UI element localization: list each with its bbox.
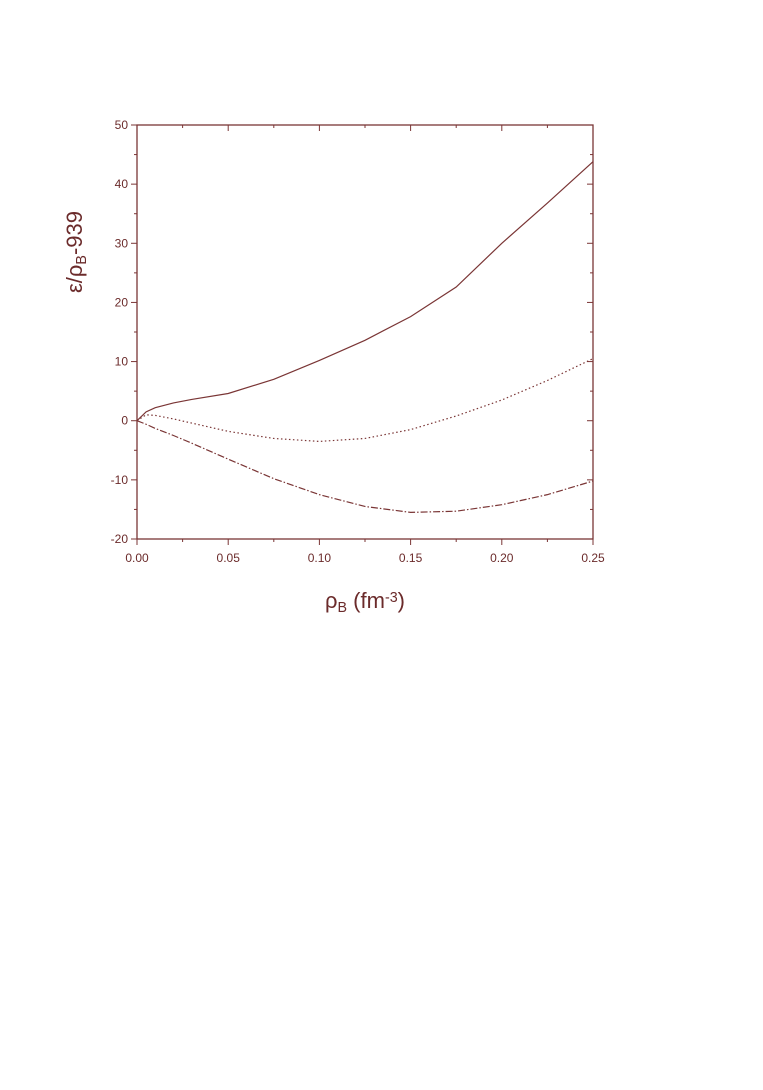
plot-frame [136,124,594,540]
y-tick-label: -10 [111,473,129,487]
label-part: B [338,600,348,616]
x-tick-label: 0.05 [217,551,241,565]
label-part: ρ [325,588,338,613]
x-tick-label: 0.20 [490,551,514,565]
label-part: ) [398,588,405,613]
series-line [136,161,594,422]
x-tick-label: 0.25 [581,551,605,565]
label-part: B [74,255,90,265]
series-line [136,358,594,443]
y-tick-label: 50 [115,118,129,132]
y-tick-label: 40 [115,177,129,191]
label-part: (fm [347,588,385,613]
x-tick-label: 0.00 [125,551,149,565]
y-tick-label: -20 [111,532,129,546]
x-tick-label: 0.15 [399,551,423,565]
y-tick-label: 10 [115,355,129,369]
label-part: ε/ρ [62,265,87,293]
y-tick-label: 30 [115,236,129,250]
label-part: -939 [62,211,87,255]
series-line [136,420,594,513]
y-tick-label: 20 [115,295,129,309]
label-part: -3 [385,590,398,606]
y-tick-label: 0 [121,414,128,428]
y-label: ε/ρB-939 [62,211,90,293]
x-tick-label: 0.10 [308,551,332,565]
x-label: ρB (fm-3) [325,588,405,616]
